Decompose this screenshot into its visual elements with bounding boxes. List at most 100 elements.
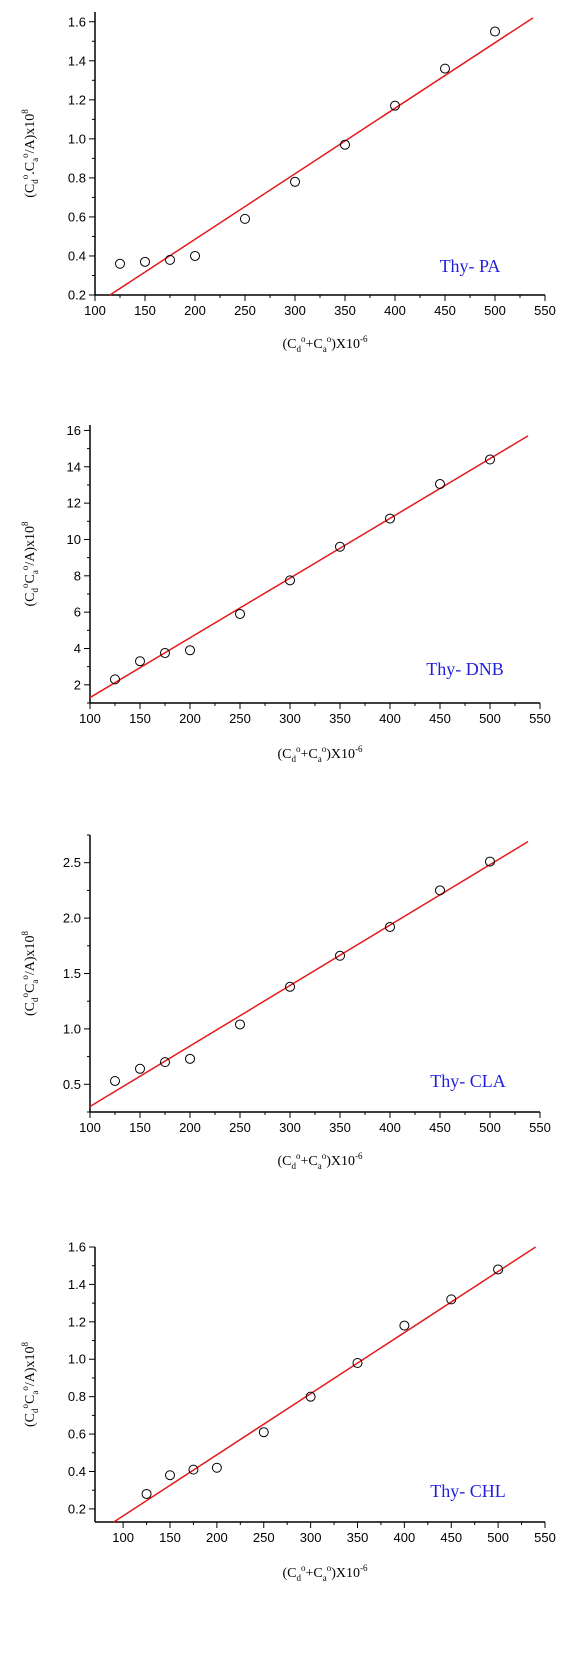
y-tick-label: 1.0	[63, 1021, 81, 1036]
data-point	[165, 254, 175, 265]
y-tick-label: 0.6	[68, 1427, 86, 1442]
x-tick-label: 450	[429, 711, 451, 726]
y-tick-label: 14	[67, 459, 81, 474]
data-point	[305, 1391, 316, 1402]
chart-panel-1: 100 150 200 250 300 350 400 450 500 550 0.2 0.4 0.6 0…	[20, 12, 556, 354]
x-tick-label: 550	[534, 1530, 556, 1545]
y-tick-label: 2.0	[63, 911, 81, 926]
y-tick-label: 1.2	[68, 1314, 86, 1329]
data-point	[485, 454, 495, 465]
y-axis-title: (CdoCao/A)x108	[20, 521, 40, 607]
y-tick-label: 1.4	[68, 53, 86, 68]
x-axis-title: (Cdo+Cao)X10-6	[282, 334, 368, 354]
data-point	[140, 256, 150, 267]
x-tick-label: 450	[440, 1530, 462, 1545]
y-tick-label: 0.4	[68, 248, 86, 263]
x-tick-label: 350	[347, 1530, 369, 1545]
data-point	[490, 26, 500, 37]
x-tick-label: 500	[479, 711, 501, 726]
x-tick-label: 550	[529, 1120, 551, 1135]
x-tick-label: 300	[284, 303, 306, 318]
data-point	[185, 645, 195, 656]
x-tick-label: 300	[279, 711, 301, 726]
x-tick-label: 300	[300, 1530, 322, 1545]
x-tick-label: 250	[229, 711, 251, 726]
y-tick-label: 1.0	[68, 131, 86, 146]
y-tick-label: 0.5	[63, 1077, 81, 1092]
x-tick-label: 400	[379, 711, 401, 726]
y-tick-label: 1.6	[68, 1240, 86, 1255]
data-point	[352, 1357, 363, 1368]
x-tick-label: 250	[253, 1530, 275, 1545]
data-point	[235, 1019, 245, 1030]
data-point	[440, 63, 450, 74]
data-point	[240, 213, 250, 224]
y-tick-label: 2	[74, 677, 81, 692]
x-axis-title: (Cdo+Cao)X10-6	[282, 1563, 368, 1583]
x-tick-label: 400	[394, 1530, 416, 1545]
y-tick-label: 1.0	[68, 1352, 86, 1367]
fit-line	[89, 841, 529, 1108]
data-point	[185, 1053, 195, 1064]
data-point	[211, 1462, 222, 1473]
x-tick-label: 100	[84, 303, 106, 318]
data-point	[399, 1320, 410, 1331]
x-tick-label: 100	[79, 711, 101, 726]
x-tick-label: 500	[487, 1530, 509, 1545]
x-tick-label: 350	[329, 1120, 351, 1135]
x-tick-label: 200	[206, 1530, 228, 1545]
fit-line	[113, 1246, 537, 1523]
x-tick-label: 400	[384, 303, 406, 318]
data-point	[188, 1464, 199, 1475]
data-point	[493, 1264, 504, 1275]
data-point	[385, 513, 395, 524]
data-point	[385, 921, 395, 932]
x-tick-label: 150	[134, 303, 156, 318]
y-tick-label: 0.6	[68, 209, 86, 224]
data-point	[135, 656, 145, 667]
x-tick-label: 200	[179, 1120, 201, 1135]
y-tick-label: 16	[67, 423, 81, 438]
y-tick-label: 1.4	[68, 1277, 86, 1292]
y-axis-title: (CdoCao/A)x108	[20, 930, 40, 1016]
x-tick-label: 350	[334, 303, 356, 318]
x-tick-label: 500	[479, 1120, 501, 1135]
data-point	[110, 674, 120, 685]
series-label: Thy- DNB	[426, 659, 504, 679]
x-tick-label: 100	[79, 1120, 101, 1135]
x-tick-label: 450	[434, 303, 456, 318]
chart-panel-2: 100 150 200 250 300 350 400 450 500 550 2 4 6 8 10 12 14…	[20, 423, 551, 764]
x-tick-label: 450	[429, 1120, 451, 1135]
data-point	[290, 176, 300, 187]
data-point	[435, 479, 445, 490]
x-axis-title: (Cdo+Cao)X10-6	[277, 1151, 363, 1171]
y-tick-label: 2.5	[63, 855, 81, 870]
y-tick-label: 10	[67, 532, 81, 547]
data-point	[335, 950, 345, 961]
x-tick-label: 300	[279, 1120, 301, 1135]
data-point	[285, 575, 295, 586]
x-tick-label: 250	[229, 1120, 251, 1135]
series-label: Thy- CLA	[430, 1071, 506, 1091]
y-tick-label: 8	[74, 568, 81, 583]
data-point	[160, 1057, 170, 1068]
y-tick-label: 0.8	[68, 170, 86, 185]
x-tick-label: 250	[234, 303, 256, 318]
y-axis-title: (Cdo.Cao/A)x108	[20, 109, 40, 198]
x-tick-label: 200	[179, 711, 201, 726]
data-point	[340, 139, 350, 150]
x-tick-label: 550	[529, 711, 551, 726]
data-point	[435, 885, 445, 896]
data-point	[165, 1470, 175, 1481]
x-tick-label: 400	[379, 1120, 401, 1135]
series-label: Thy- CHL	[430, 1481, 506, 1501]
y-tick-label: 4	[74, 641, 81, 656]
y-axis-title: (CdoCao/A)x108	[20, 1341, 40, 1427]
data-point	[190, 250, 200, 261]
data-point	[235, 608, 245, 619]
y-tick-label: 0.2	[68, 288, 86, 303]
data-point	[115, 258, 125, 269]
chart-panel-3: 100 150 200 250 300 350 400 450 500 550 0.5 1.0 1.5 2…	[20, 834, 551, 1171]
y-tick-label: 0.2	[68, 1501, 86, 1516]
